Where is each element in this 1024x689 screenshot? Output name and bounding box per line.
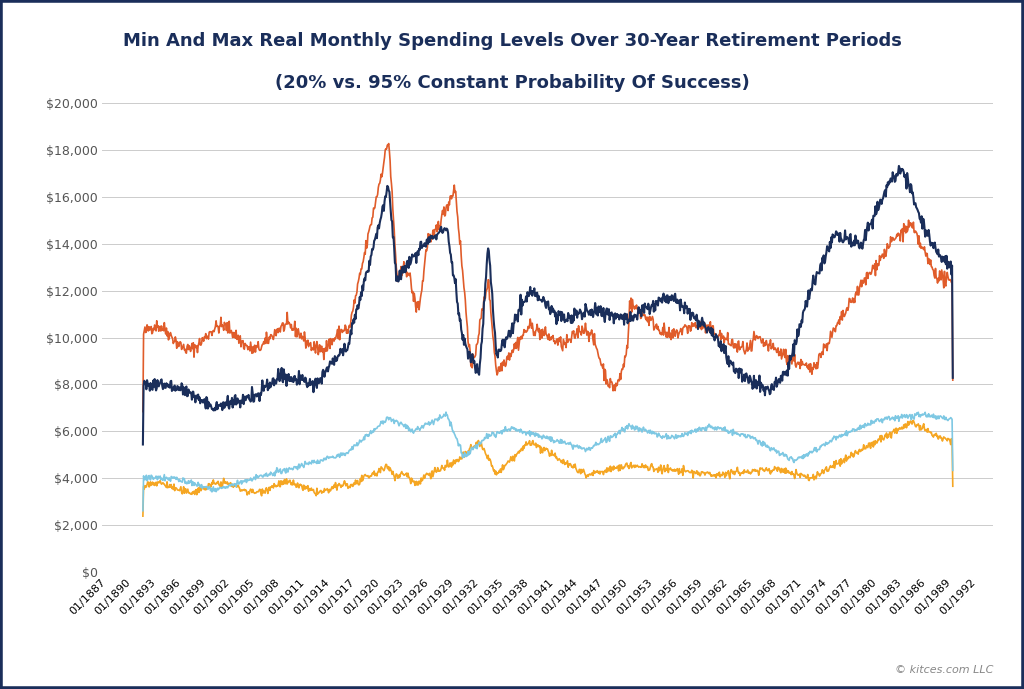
Text: (20% vs. 95% Constant Probability Of Success): (20% vs. 95% Constant Probability Of Suc… bbox=[274, 74, 750, 92]
Text: © kitces.com LLC: © kitces.com LLC bbox=[895, 665, 993, 675]
Text: Min And Max Real Monthly Spending Levels Over 30-Year Retirement Periods: Min And Max Real Monthly Spending Levels… bbox=[123, 32, 901, 50]
